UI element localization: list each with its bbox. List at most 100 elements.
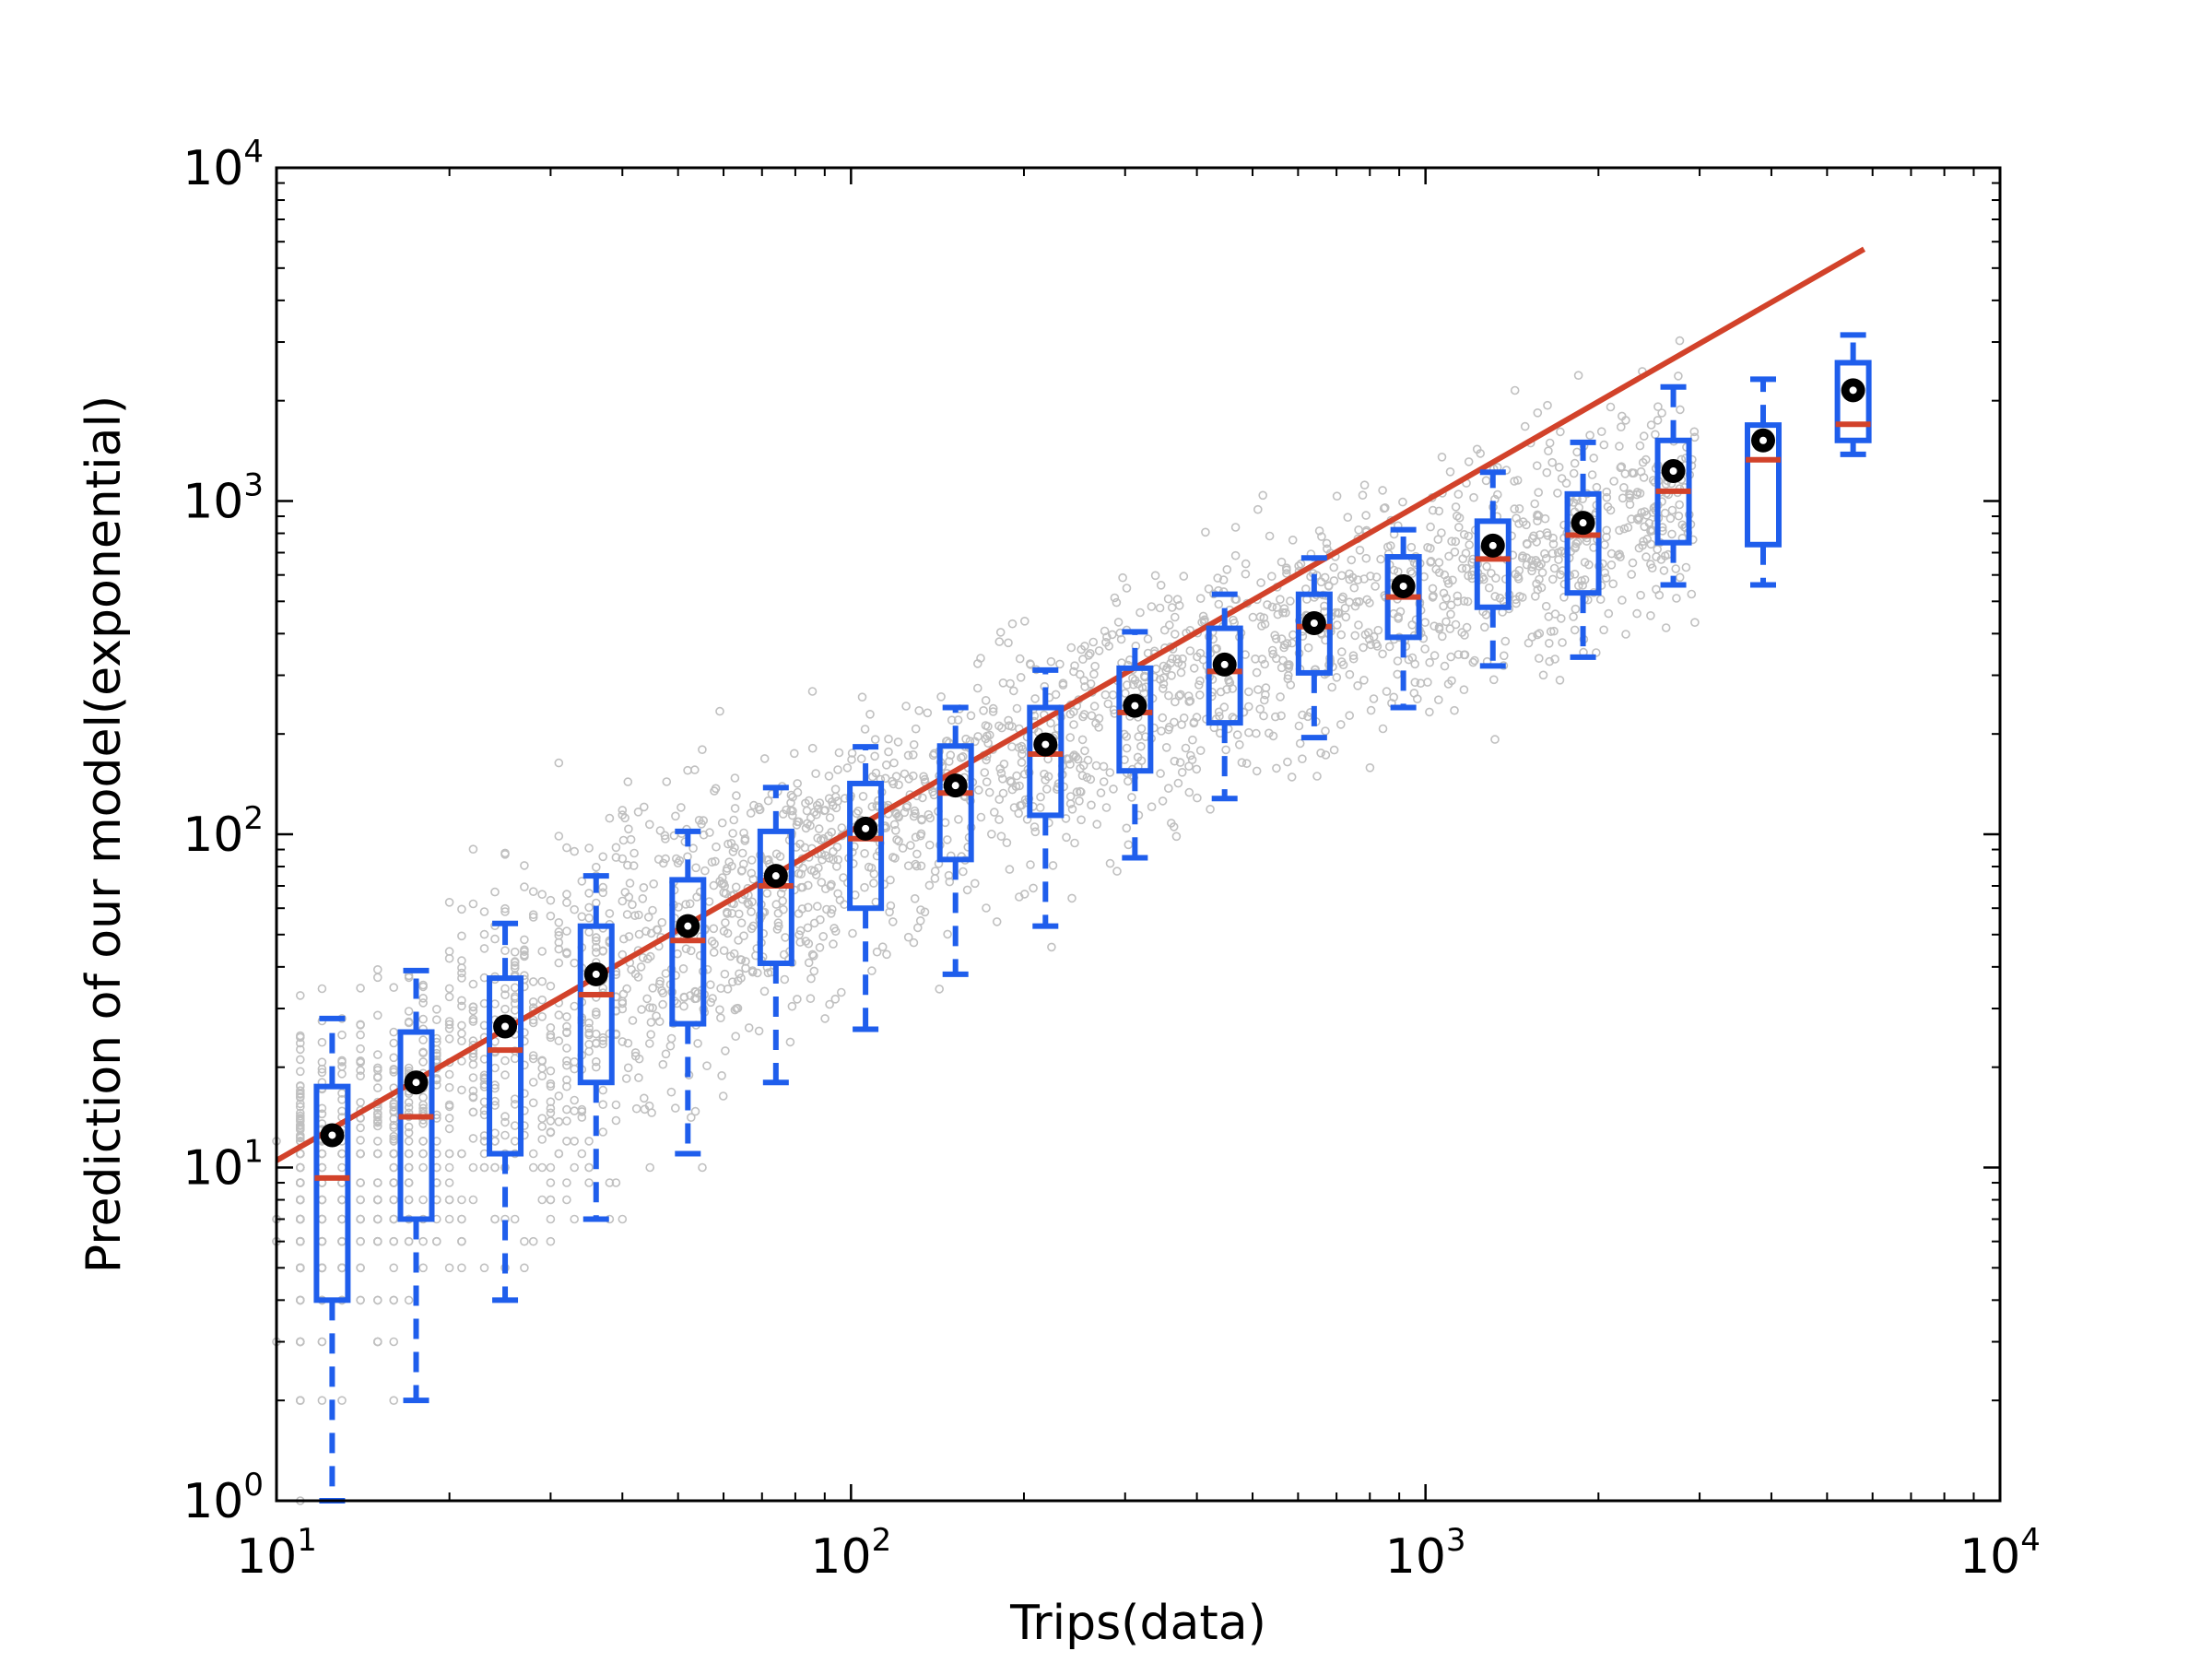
scatter-point — [1134, 732, 1144, 741]
scatter-point — [639, 1093, 649, 1103]
scatter-point — [773, 921, 783, 931]
scatter-point — [888, 776, 897, 786]
scatter-point — [857, 692, 867, 702]
scatter-point — [1549, 626, 1559, 636]
scatter-point — [1538, 670, 1548, 680]
scatter-point — [500, 1117, 510, 1127]
scatter-point — [645, 1162, 655, 1173]
scatter-point — [631, 1103, 641, 1114]
scatter-point — [623, 860, 632, 870]
scatter-point — [900, 769, 910, 779]
scatter-point — [864, 862, 874, 872]
scatter-point — [1062, 832, 1071, 843]
scatter-point — [1179, 572, 1189, 581]
scatter-point — [1215, 712, 1224, 721]
scatter-point — [904, 774, 913, 784]
scatter-point — [1533, 511, 1542, 521]
x-axis-label: Trips(data) — [1009, 1596, 1266, 1651]
scatter-point — [1557, 474, 1567, 483]
scatter-point — [1627, 570, 1636, 579]
scatter-point — [1184, 761, 1194, 772]
scatter-point — [1019, 890, 1030, 899]
scatter-point — [577, 1113, 587, 1122]
scatter-point — [1450, 705, 1459, 715]
scatter-point — [479, 929, 489, 939]
scatter-point — [528, 1015, 538, 1025]
scatter-point — [994, 721, 1004, 731]
scatter-point — [909, 739, 919, 749]
scatter-point — [1260, 695, 1269, 705]
scatter-point — [1543, 531, 1552, 540]
scatter-point — [848, 928, 857, 938]
scatter-point — [1420, 644, 1430, 654]
scatter-point — [444, 953, 454, 963]
scatter-point — [1646, 610, 1655, 620]
scatter-point — [988, 703, 998, 714]
scatter-point — [528, 913, 538, 922]
scatter-point — [1192, 764, 1202, 774]
scatter-point — [1348, 651, 1359, 661]
scatter-point — [1569, 468, 1579, 478]
scatter-point — [747, 907, 756, 916]
scatter-point — [736, 866, 747, 876]
scatter-point — [1185, 696, 1195, 706]
scatter-point — [618, 806, 628, 815]
scatter-point — [901, 702, 911, 711]
scatter-point — [833, 765, 842, 774]
scatter-point — [591, 1056, 601, 1067]
scatter-point — [1345, 669, 1355, 679]
scatter-point — [1365, 762, 1375, 773]
scatter-point — [1428, 593, 1438, 602]
scatter-point — [718, 1091, 728, 1101]
scatter-point — [444, 1082, 454, 1092]
box-mean-marker-center — [1488, 541, 1497, 549]
scatter-point — [990, 808, 999, 817]
scatter-point — [1639, 537, 1648, 547]
scatter-point — [1619, 482, 1629, 492]
scatter-point — [1046, 656, 1056, 666]
scatter-point — [779, 949, 789, 960]
scatter-point — [794, 817, 804, 827]
scatter-point — [618, 854, 628, 864]
scatter-point — [1277, 557, 1287, 567]
scatter-point — [1156, 769, 1165, 778]
scatter-point — [1026, 660, 1035, 669]
scatter-point — [554, 938, 564, 948]
scatter-point — [520, 950, 529, 960]
scatter-point — [762, 889, 772, 898]
scatter-point — [726, 838, 736, 848]
scatter-point — [943, 929, 952, 939]
scatter-point — [510, 961, 520, 971]
scatter-point — [1066, 643, 1077, 653]
scatter-point — [1615, 442, 1624, 451]
scatter-point — [584, 1178, 594, 1187]
scatter-point — [457, 1236, 466, 1246]
scatter-point — [1016, 672, 1026, 682]
scatter-point — [1099, 777, 1109, 786]
scatter-point — [1527, 556, 1536, 565]
scatter-point — [1369, 631, 1379, 642]
scatter-point — [953, 715, 963, 725]
scatter-point — [1389, 692, 1398, 702]
scatter-point — [1333, 607, 1343, 618]
scatter-point — [912, 861, 922, 871]
scatter-point — [537, 947, 547, 956]
scatter-point — [528, 1162, 538, 1173]
scatter-point — [847, 755, 856, 764]
scatter-point — [562, 1012, 571, 1021]
scatter-point — [833, 889, 842, 899]
scatter-point — [825, 999, 834, 1009]
scatter-point — [872, 947, 882, 957]
scatter-point — [999, 759, 1009, 769]
scatter-point — [1195, 676, 1205, 686]
scatter-point — [1541, 553, 1551, 563]
scatter-point — [389, 1396, 399, 1405]
scatter-point — [1609, 477, 1618, 486]
scatter-point — [1548, 574, 1558, 584]
scatter-point — [317, 1037, 327, 1047]
scatter-point — [537, 1195, 547, 1205]
scatter-point — [1446, 600, 1456, 610]
scatter-point — [924, 880, 935, 890]
box-mean-marker-center — [684, 922, 692, 930]
scatter-point — [418, 1195, 428, 1205]
